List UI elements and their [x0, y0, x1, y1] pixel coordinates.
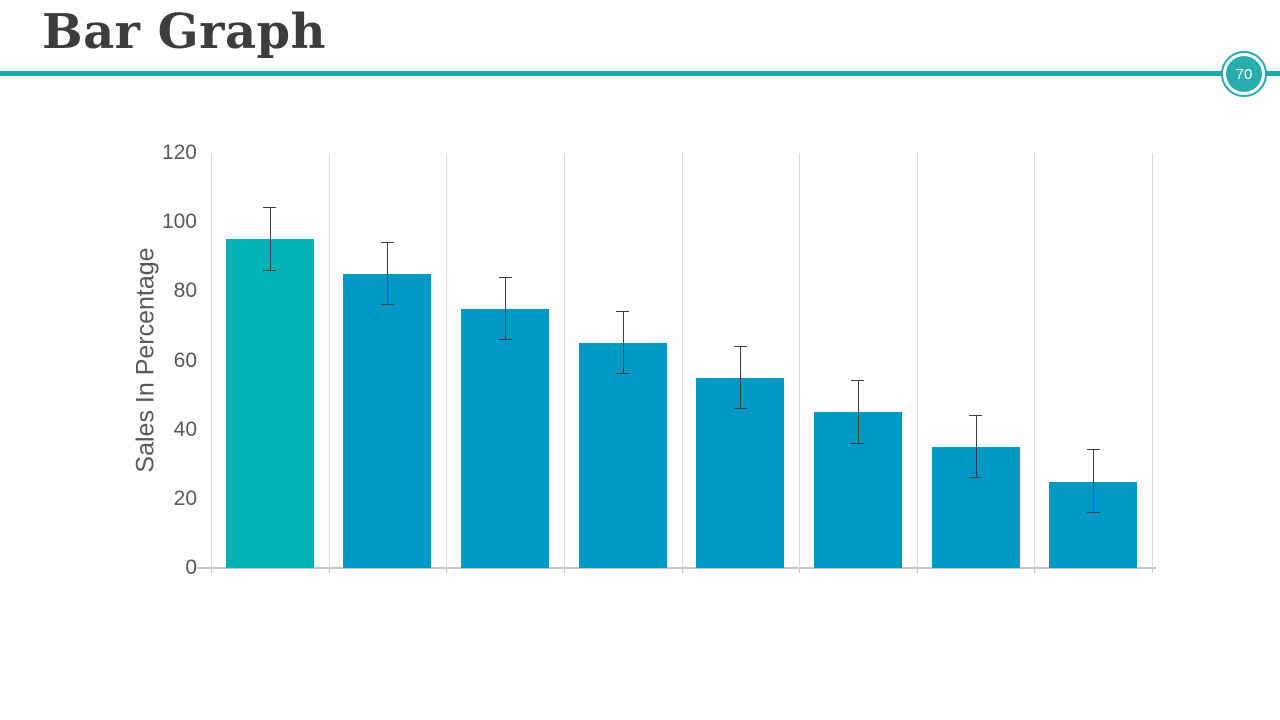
bar-fy-01: [225, 239, 314, 568]
error-bar: [975, 415, 977, 479]
error-bar-cap-bottom: [851, 442, 865, 444]
error-bar: [269, 208, 271, 271]
error-bar-cap-bottom: [498, 338, 512, 340]
accent-divider: [0, 71, 1280, 76]
bar-fy-05: [696, 377, 785, 568]
error-bar-cap-bottom: [969, 477, 983, 479]
error-bar-cap-bottom: [380, 304, 394, 306]
error-bar: [622, 312, 624, 375]
page-number-badge: 70: [1221, 51, 1267, 97]
x-axis-line: [197, 567, 1156, 569]
x-axis-tick: [681, 568, 683, 573]
error-bar-cap-top: [616, 311, 630, 313]
gridline: [681, 153, 683, 568]
error-bar-cap-bottom: [263, 269, 277, 271]
error-bar-cap-bottom: [733, 407, 747, 409]
error-bar-cap-top: [969, 414, 983, 416]
error-bar-cap-top: [733, 345, 747, 347]
error-bar-cap-top: [263, 207, 277, 209]
gridline: [328, 153, 330, 568]
error-bar: [505, 277, 507, 340]
gridline: [799, 153, 801, 568]
error-bar: [857, 381, 859, 444]
error-bar-cap-top: [498, 276, 512, 278]
x-axis-tick: [1034, 568, 1036, 573]
page-number: 70: [1226, 56, 1262, 92]
y-tick-label: 80: [173, 279, 197, 303]
x-axis-tick: [563, 568, 565, 573]
error-bar-cap-bottom: [1086, 511, 1100, 513]
error-bar-cap-bottom: [616, 373, 630, 375]
x-axis-tick: [211, 568, 212, 573]
gridline: [563, 153, 565, 568]
x-axis-tick: [1152, 568, 1153, 573]
x-axis-tick: [446, 568, 448, 573]
gridline: [446, 153, 448, 568]
y-tick-label: 0: [185, 556, 197, 579]
bar-fy-02: [343, 274, 432, 568]
slide-title: Bar Graph: [42, 4, 327, 60]
gridline: [1034, 153, 1036, 568]
gridline: [211, 153, 212, 568]
error-bar-cap-top: [1086, 449, 1100, 451]
y-tick-label: 100: [161, 210, 197, 234]
error-bar: [387, 242, 389, 306]
y-tick-label: 20: [173, 486, 197, 510]
gridline: [1152, 153, 1153, 568]
plot-area: Sales In Percentage In Years FY 01FY 02F…: [132, 142, 1156, 579]
y-tick-label: 120: [161, 141, 197, 164]
gridline: [916, 153, 918, 568]
error-bar: [1093, 450, 1095, 513]
bar-fy-04: [578, 343, 667, 568]
error-bar-cap-top: [380, 241, 394, 243]
x-axis-tick: [916, 568, 918, 573]
error-bar-cap-top: [851, 380, 865, 382]
x-axis-tick: [328, 568, 330, 573]
x-axis-tick: [799, 568, 801, 573]
bar-fy-03: [461, 308, 550, 568]
y-tick-label: 40: [173, 417, 197, 441]
y-tick-label: 60: [173, 348, 197, 372]
error-bar: [740, 346, 742, 409]
